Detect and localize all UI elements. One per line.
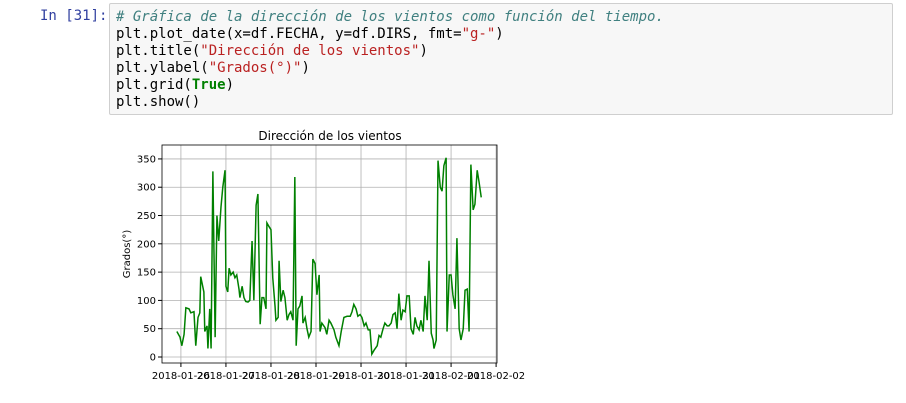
code: plt.show() bbox=[116, 94, 201, 110]
y-tick-label: 50 bbox=[143, 324, 156, 335]
code: plt.plot_date(x=df.FECHA, y=df.DIRS, fmt… bbox=[116, 26, 462, 42]
x-tick-label: 2018-01-31 bbox=[377, 371, 435, 382]
code-string: "g-" bbox=[461, 26, 496, 42]
x-tick-label: 2018-02-01 bbox=[422, 371, 480, 382]
y-tick-label: 350 bbox=[137, 154, 156, 165]
plot-frame bbox=[161, 144, 498, 364]
y-tick-label: 300 bbox=[137, 183, 156, 194]
code-string: "Grados(°)" bbox=[208, 60, 302, 76]
code-cell[interactable]: # Gráfica de la dirección de los vientos… bbox=[109, 3, 893, 115]
code-string: "Dirección de los vientos" bbox=[200, 43, 420, 59]
x-tick-label: 2018-02-02 bbox=[467, 371, 525, 382]
y-tick-label: 200 bbox=[137, 239, 156, 250]
code: plt.ylabel( bbox=[116, 60, 209, 76]
code: ) bbox=[301, 60, 310, 76]
data-line bbox=[176, 157, 482, 357]
code: plt.title( bbox=[116, 43, 201, 59]
x-tick-label: 2018-01-28 bbox=[242, 371, 300, 382]
code: ) bbox=[419, 43, 428, 59]
chart-title: Dirección de los vientos bbox=[258, 129, 401, 143]
code: ) bbox=[495, 26, 504, 42]
y-tick-label: 0 bbox=[150, 353, 156, 364]
code: ) bbox=[225, 77, 235, 93]
cell-prompt: In [31]: bbox=[40, 8, 108, 24]
y-tick-label: 250 bbox=[137, 211, 156, 222]
code: plt.grid( bbox=[116, 77, 192, 93]
x-tick-label: 2018-01-30 bbox=[332, 371, 390, 382]
code-keyword: True bbox=[191, 77, 226, 93]
x-tick-label: 2018-01-29 bbox=[287, 371, 345, 382]
y-tick-label: 150 bbox=[137, 268, 156, 279]
code-comment: # Gráfica de la dirección de los vientos… bbox=[116, 9, 664, 25]
x-tick-label: 2018-01-26 bbox=[152, 371, 210, 382]
x-tick-label: 2018-01-27 bbox=[197, 371, 255, 382]
y-tick-label: 100 bbox=[137, 296, 156, 307]
y-axis-label: Grados(°) bbox=[122, 230, 133, 279]
